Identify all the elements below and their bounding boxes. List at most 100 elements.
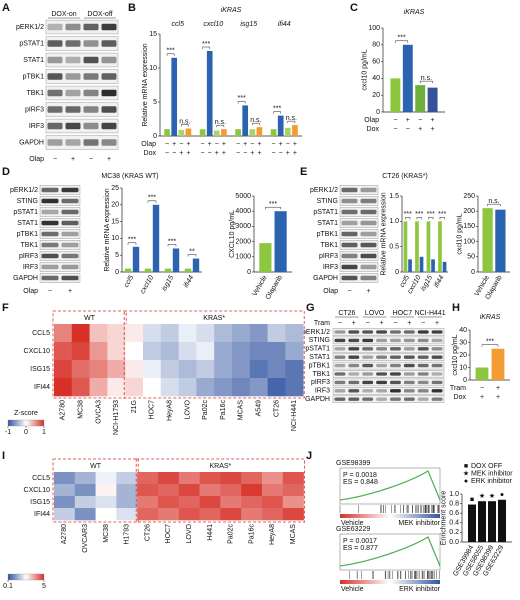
treatment-label: Tram [314, 320, 330, 327]
heatmap-cell [143, 378, 162, 397]
gsea-right-label: ERK inhibitor [399, 586, 441, 593]
heatmap-cell [74, 472, 96, 485]
heatmap-cell [95, 472, 117, 485]
condition-sign: + [179, 150, 183, 157]
blot-band [101, 23, 117, 31]
y-tick-label: 20 [372, 92, 380, 99]
condition-sign: − [279, 150, 283, 157]
condition-sign: + [257, 150, 261, 157]
bar [468, 504, 476, 542]
blot-band [362, 338, 374, 343]
y-tick-label: 1000 [235, 254, 251, 261]
treatment-sign: − [53, 156, 57, 163]
heatmap-cell [214, 360, 233, 379]
blot-band [101, 122, 117, 130]
y-axis-label: Relative mRNA expression [142, 43, 149, 126]
y-tick-label: 10 [459, 364, 467, 371]
significance-bracket [395, 40, 409, 43]
blot-band [403, 363, 415, 368]
column-label: H441 [207, 524, 214, 541]
bar [274, 211, 287, 272]
treatment-sign: + [68, 288, 72, 295]
x-tick-label: isg15 [240, 21, 257, 28]
heatmap-cell [178, 496, 200, 509]
bar [199, 129, 206, 136]
blot-strip [332, 378, 445, 387]
colorbar-tick-label: 5 [42, 583, 46, 590]
condition-sign: + [222, 150, 226, 157]
bar-marker: ★ [489, 492, 495, 500]
blot-strip [332, 328, 445, 336]
heatmap-cell [89, 360, 108, 379]
heatmap-cell [178, 324, 197, 343]
condition-sign: − [272, 141, 276, 148]
condition-sign: − [208, 150, 212, 157]
blot-row-label: pIRF3 [19, 253, 38, 260]
condition-sign: − [272, 150, 276, 157]
gsea-right-label: MEK inhibitor [398, 520, 440, 527]
significance-bracket [167, 244, 177, 247]
column-label: LOVO [184, 399, 191, 419]
heatmap-cell [241, 484, 263, 497]
blot-row-label: IRF3 [23, 264, 38, 271]
blot-strip [45, 118, 119, 134]
column-label: CT26 [273, 400, 280, 417]
heatmap-cell [160, 324, 179, 343]
panel-label: I [2, 450, 5, 462]
blot-band [341, 187, 358, 193]
blot-band [101, 73, 117, 80]
gsea-es: ES = 0.848 [343, 479, 378, 486]
gsea-left-label: Vehicle [341, 586, 364, 593]
blot-band [61, 275, 79, 281]
blot-band [65, 89, 81, 97]
heatmap-cell [158, 508, 180, 521]
heatmap-cell [74, 508, 96, 521]
blot-strip [45, 69, 119, 84]
blot-band [362, 372, 374, 376]
significance-label: *** [202, 41, 210, 48]
bar [164, 268, 172, 272]
blot-band [360, 264, 377, 270]
blot-band [360, 187, 377, 193]
blot-band [403, 380, 415, 385]
blot-band [65, 122, 81, 130]
gsea-left-label: Vehicle [341, 520, 364, 527]
column-label: Pa02c [202, 400, 209, 420]
condition-sign: − [172, 150, 176, 157]
y-tick-label: 4000 [235, 208, 251, 215]
condition-sign: + [293, 150, 297, 157]
heatmap-cell [107, 360, 126, 379]
blot-band [431, 363, 443, 368]
heatmap-cell [262, 496, 284, 509]
significance-bracket [439, 217, 445, 220]
y-tick-label: 0.6 [449, 510, 459, 517]
blot-band [362, 380, 374, 385]
heatmap-cell [107, 342, 126, 361]
heatmap-cell [54, 508, 76, 521]
blot-strip [339, 240, 379, 250]
blot-band [47, 23, 63, 31]
significance-bracket [216, 124, 225, 128]
treatment-sign: + [71, 156, 75, 163]
gsea-dataset: GSE63229 [336, 526, 370, 533]
bar [488, 501, 496, 542]
blot-band [390, 363, 401, 368]
bar [171, 57, 178, 136]
blot-band [41, 209, 59, 215]
heatmap-cell [241, 472, 263, 485]
blot-row-label: pSTAT1 [313, 209, 338, 216]
bar [442, 261, 447, 272]
y-axis-label: cxcl10 pg/mL [452, 334, 459, 375]
blot-band [41, 198, 59, 204]
condition-sign: + [208, 141, 212, 148]
heatmap-cell [178, 508, 200, 521]
colorbar-tick-label: 1 [42, 429, 46, 436]
significance-label: *** [148, 195, 156, 202]
group-box [135, 458, 305, 523]
x-tick-label: ifi44 [183, 274, 196, 289]
blot-row-label: TBK1 [20, 242, 38, 249]
condition-sign: + [431, 126, 435, 133]
heatmap-cell [199, 496, 221, 509]
condition-sign: + [496, 394, 500, 401]
